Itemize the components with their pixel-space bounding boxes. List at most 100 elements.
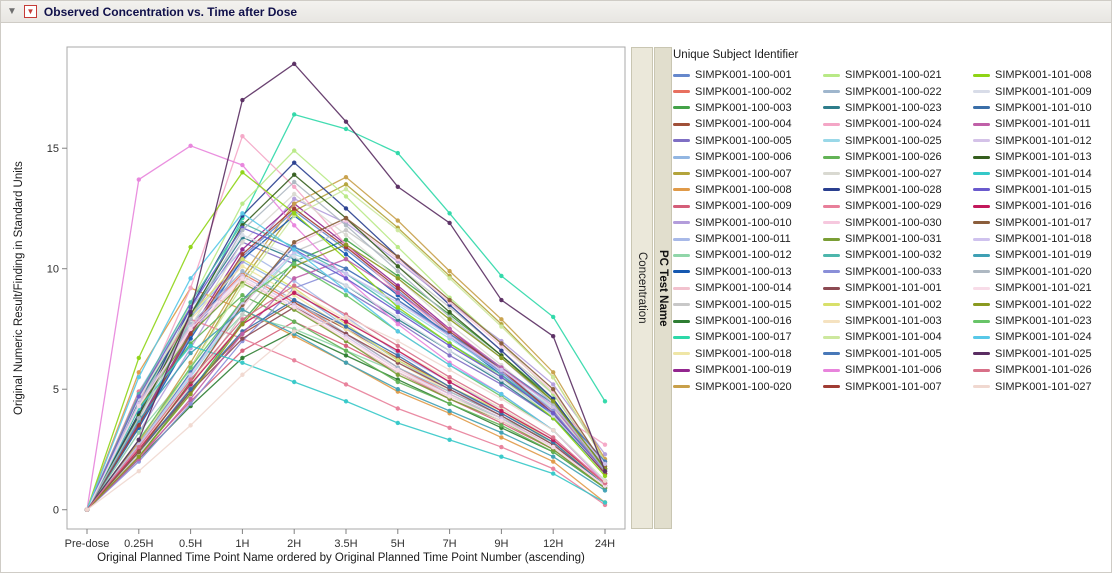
data-point[interactable] xyxy=(344,252,348,256)
red-triangle-menu-icon[interactable]: ▼ xyxy=(24,5,37,18)
data-point[interactable] xyxy=(292,211,296,215)
legend-item[interactable]: SIMPK001-101-005 xyxy=(823,346,963,362)
data-point[interactable] xyxy=(240,336,244,340)
legend-item[interactable]: SIMPK001-101-017 xyxy=(973,215,1112,231)
data-point[interactable] xyxy=(447,298,451,302)
data-point[interactable] xyxy=(447,276,451,280)
data-point[interactable] xyxy=(499,274,503,278)
data-point[interactable] xyxy=(603,479,607,483)
data-point[interactable] xyxy=(137,416,141,420)
legend-item[interactable]: SIMPK001-101-003 xyxy=(823,313,963,329)
data-point[interactable] xyxy=(188,276,192,280)
data-point[interactable] xyxy=(551,467,555,471)
legend-item[interactable]: SIMPK001-100-014 xyxy=(673,280,813,296)
data-point[interactable] xyxy=(137,375,141,379)
legend-item[interactable]: SIMPK001-100-031 xyxy=(823,231,963,247)
data-point[interactable] xyxy=(292,201,296,205)
data-point[interactable] xyxy=(188,351,192,355)
data-point[interactable] xyxy=(396,276,400,280)
data-point[interactable] xyxy=(188,401,192,405)
data-point[interactable] xyxy=(85,508,89,512)
data-point[interactable] xyxy=(603,399,607,403)
data-point[interactable] xyxy=(292,223,296,227)
data-point[interactable] xyxy=(292,112,296,116)
data-point[interactable] xyxy=(447,322,451,326)
data-point[interactable] xyxy=(137,469,141,473)
data-point[interactable] xyxy=(188,373,192,377)
data-point[interactable] xyxy=(499,455,503,459)
data-point[interactable] xyxy=(447,385,451,389)
data-point[interactable] xyxy=(240,240,244,244)
data-point[interactable] xyxy=(344,353,348,357)
legend-item[interactable]: SIMPK001-100-006 xyxy=(673,149,813,165)
data-point[interactable] xyxy=(240,247,244,251)
data-point[interactable] xyxy=(396,373,400,377)
data-point[interactable] xyxy=(396,245,400,249)
legend-item[interactable]: SIMPK001-100-002 xyxy=(673,83,813,99)
data-point[interactable] xyxy=(499,298,503,302)
data-point[interactable] xyxy=(396,291,400,295)
data-point[interactable] xyxy=(240,269,244,273)
data-point[interactable] xyxy=(396,348,400,352)
data-point[interactable] xyxy=(344,267,348,271)
data-point[interactable] xyxy=(137,450,141,454)
data-point[interactable] xyxy=(499,324,503,328)
data-point[interactable] xyxy=(292,62,296,66)
data-point[interactable] xyxy=(499,409,503,413)
data-point[interactable] xyxy=(551,315,555,319)
data-point[interactable] xyxy=(240,322,244,326)
data-point[interactable] xyxy=(551,334,555,338)
data-point[interactable] xyxy=(240,228,244,232)
data-point[interactable] xyxy=(240,307,244,311)
data-point[interactable] xyxy=(344,242,348,246)
data-point[interactable] xyxy=(551,370,555,374)
data-point[interactable] xyxy=(499,341,503,345)
data-point[interactable] xyxy=(292,160,296,164)
data-point[interactable] xyxy=(499,418,503,422)
data-point[interactable] xyxy=(240,276,244,280)
data-point[interactable] xyxy=(396,151,400,155)
data-point[interactable] xyxy=(344,233,348,237)
data-point[interactable] xyxy=(551,411,555,415)
legend-item[interactable]: SIMPK001-101-020 xyxy=(973,264,1112,280)
data-point[interactable] xyxy=(499,423,503,427)
data-point[interactable] xyxy=(396,344,400,348)
data-point[interactable] xyxy=(344,336,348,340)
data-point[interactable] xyxy=(292,197,296,201)
legend-item[interactable]: SIMPK001-100-009 xyxy=(673,198,813,214)
data-point[interactable] xyxy=(447,310,451,314)
data-point[interactable] xyxy=(447,380,451,384)
data-point[interactable] xyxy=(551,471,555,475)
data-point[interactable] xyxy=(240,163,244,167)
legend-item[interactable]: SIMPK001-100-011 xyxy=(673,231,813,247)
data-point[interactable] xyxy=(292,283,296,287)
data-point[interactable] xyxy=(344,228,348,232)
data-point[interactable] xyxy=(240,211,244,215)
data-point[interactable] xyxy=(344,182,348,186)
data-point[interactable] xyxy=(292,180,296,184)
data-point[interactable] xyxy=(240,373,244,377)
data-point[interactable] xyxy=(240,361,244,365)
data-point[interactable] xyxy=(447,394,451,398)
data-point[interactable] xyxy=(396,305,400,309)
data-point[interactable] xyxy=(551,435,555,439)
legend-item[interactable]: SIMPK001-100-003 xyxy=(673,100,813,116)
data-point[interactable] xyxy=(344,216,348,220)
legend-item[interactable]: SIMPK001-100-030 xyxy=(823,215,963,231)
legend-item[interactable]: SIMPK001-100-029 xyxy=(823,198,963,214)
data-point[interactable] xyxy=(188,344,192,348)
data-point[interactable] xyxy=(344,288,348,292)
data-point[interactable] xyxy=(396,387,400,391)
legend-item[interactable]: SIMPK001-100-010 xyxy=(673,215,813,231)
legend-item[interactable]: SIMPK001-101-011 xyxy=(973,116,1112,132)
legend-item[interactable]: SIMPK001-100-023 xyxy=(823,100,963,116)
data-point[interactable] xyxy=(396,218,400,222)
legend-item[interactable]: SIMPK001-101-022 xyxy=(973,296,1112,312)
data-point[interactable] xyxy=(396,421,400,425)
data-point[interactable] xyxy=(396,368,400,372)
data-point[interactable] xyxy=(551,375,555,379)
data-point[interactable] xyxy=(447,363,451,367)
data-point[interactable] xyxy=(292,240,296,244)
legend-item[interactable]: SIMPK001-101-021 xyxy=(973,280,1112,296)
data-point[interactable] xyxy=(240,298,244,302)
